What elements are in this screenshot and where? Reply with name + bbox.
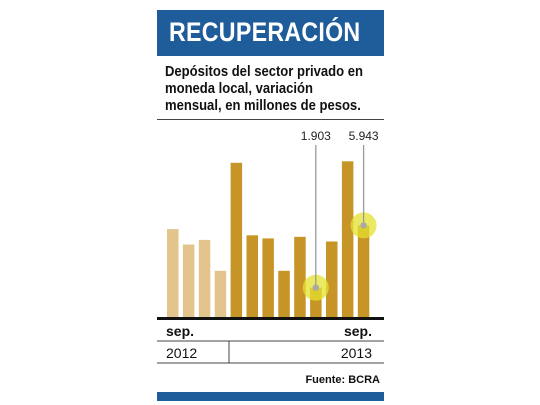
- bar-7: [262, 238, 274, 317]
- subtitle-divider: [157, 119, 384, 120]
- x-axis: sep. sep. 2012 2013: [157, 317, 384, 364]
- callout-dot-1: [312, 284, 319, 291]
- bar-9: [294, 236, 306, 317]
- tick-label-right-year: 2013: [341, 345, 372, 361]
- bar-5: [230, 162, 243, 317]
- callout-layer: 1.903 5.943: [301, 129, 379, 301]
- bar-13: [357, 225, 370, 317]
- chart-subtitle: Depósitos del sector privado en moneda l…: [165, 64, 363, 114]
- bar-6: [246, 235, 258, 317]
- bar-4: [214, 270, 227, 318]
- bar-10: [310, 287, 322, 317]
- callout-dot-2: [360, 222, 367, 229]
- x-axis-baseline: [157, 317, 384, 320]
- bar-8: [278, 270, 290, 318]
- bars-layer: [167, 161, 370, 318]
- tick-label-right-month: sep.: [344, 323, 372, 339]
- bar-chart: 1.903 5.943 sep. sep. 2012 2013: [157, 129, 384, 364]
- bar-3: [198, 239, 211, 317]
- bar-2: [182, 244, 195, 317]
- bar-11: [326, 241, 338, 317]
- data-label-1: 1.903: [301, 129, 331, 143]
- data-label-2: 5.943: [349, 129, 379, 143]
- chart-header-banner: RECUPERACIÓN: [157, 10, 384, 56]
- chart-title: RECUPERACIÓN: [169, 17, 361, 47]
- tick-label-left-year: 2012: [166, 345, 197, 361]
- tick-label-left-month: sep.: [166, 323, 194, 339]
- bar-1: [167, 229, 179, 317]
- bar-12: [341, 161, 354, 317]
- source-note: Fuente: BCRA: [305, 374, 380, 386]
- footer-bar: [157, 392, 384, 401]
